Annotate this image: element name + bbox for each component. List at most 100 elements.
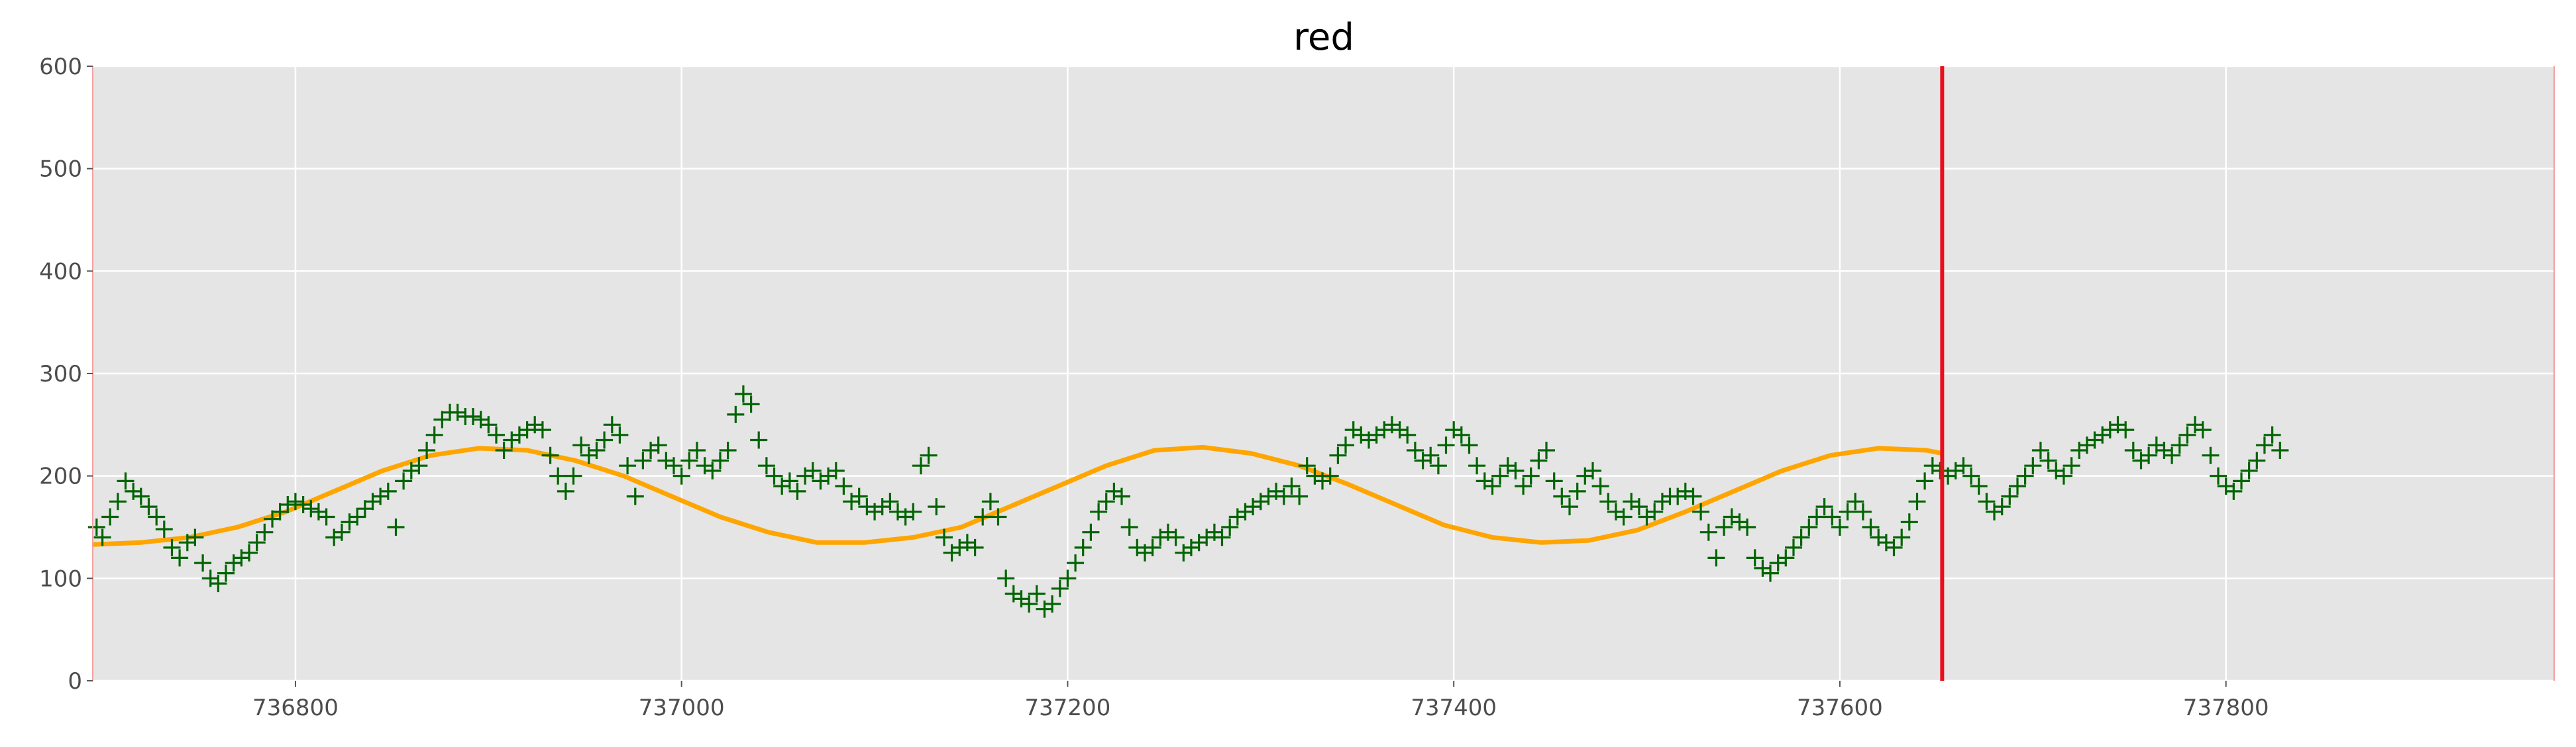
data-point: [1955, 457, 1972, 475]
data-point: [1399, 426, 1417, 444]
y-tick-label: 300: [39, 361, 82, 387]
data-point: [1090, 503, 1108, 521]
data-point: [1120, 519, 1138, 536]
data-point: [780, 472, 798, 490]
data-point: [1422, 446, 1440, 464]
data-point: [1800, 519, 1818, 536]
data-point: [712, 452, 729, 470]
data-point: [1468, 457, 1486, 475]
data-point: [734, 385, 752, 403]
data-point: [2163, 446, 2181, 464]
data-point: [1298, 457, 1316, 475]
data-point: [464, 408, 482, 425]
data-point: [2233, 472, 2250, 490]
data-point: [264, 510, 281, 528]
data-point: [2202, 446, 2220, 464]
data-point: [928, 498, 945, 516]
data-point: [1970, 477, 1988, 495]
data-point: [1283, 477, 1301, 495]
data-point: [302, 500, 320, 518]
data-point: [1584, 462, 1601, 479]
data-point: [279, 496, 297, 513]
data-point: [1785, 538, 1802, 556]
data-point: [109, 493, 127, 511]
data-point: [2009, 477, 2026, 495]
data-point: [2024, 457, 2042, 475]
data-point: [1746, 549, 1764, 567]
data-point: [495, 442, 513, 459]
data-point: [2016, 467, 2034, 485]
data-point: [727, 405, 745, 423]
data-point: [1275, 487, 1293, 505]
data-point: [936, 528, 953, 546]
data-point: [989, 508, 1007, 526]
data-point: [649, 436, 667, 454]
data-point: [1815, 498, 1833, 516]
data-point: [286, 493, 304, 511]
y-tick-label: 500: [39, 156, 82, 183]
data-point: [1854, 503, 1872, 521]
data-point: [1097, 493, 1115, 511]
data-point: [881, 493, 899, 511]
data-point: [418, 442, 436, 459]
data-point: [148, 508, 166, 526]
data-point: [356, 500, 374, 518]
y-tick-label: 600: [39, 54, 82, 80]
data-point: [1630, 498, 1648, 516]
data-point: [2117, 421, 2135, 439]
data-point: [1962, 467, 1980, 485]
data-point: [1491, 467, 1509, 485]
data-point: [981, 493, 999, 511]
data-points: [87, 385, 2289, 618]
data-point: [294, 496, 312, 513]
data-point: [1808, 508, 1825, 526]
data-point: [788, 482, 806, 500]
data-point: [1777, 549, 1795, 567]
data-point: [2240, 462, 2258, 479]
data-point: [634, 452, 652, 470]
data-point: [241, 544, 258, 562]
data-point: [742, 395, 760, 413]
x-tick-label: 737000: [639, 695, 725, 721]
data-point: [333, 523, 350, 541]
data-point: [1707, 549, 1725, 567]
data-point: [1452, 426, 1470, 444]
fit-line-segment: [92, 444, 1943, 547]
data-point: [2210, 467, 2227, 485]
data-point: [271, 503, 289, 521]
data-point: [1916, 472, 1934, 490]
data-point: [1515, 477, 1532, 495]
data-point: [1739, 519, 1756, 536]
data-point: [2178, 426, 2196, 444]
data-point: [1460, 436, 1478, 454]
data-point: [603, 416, 621, 434]
data-point: [1329, 446, 1347, 464]
data-point: [1684, 487, 1702, 505]
data-point: [1839, 503, 1856, 521]
data-point: [1082, 523, 1100, 541]
data-point: [1321, 467, 1339, 485]
data-point: [395, 472, 413, 490]
data-point: [626, 487, 644, 505]
data-point: [1893, 528, 1911, 546]
data-point: [757, 457, 775, 475]
data-point: [904, 503, 922, 521]
data-point: [1113, 487, 1130, 505]
data-point: [665, 457, 682, 475]
data-point: [317, 508, 335, 526]
data-point: [2001, 487, 2019, 505]
data-point: [1028, 585, 1046, 603]
data-point: [688, 442, 706, 459]
data-point: [596, 431, 614, 449]
data-point: [1429, 457, 1447, 475]
data-point: [1437, 436, 1455, 454]
data-point: [750, 431, 768, 449]
data-point: [1908, 493, 1926, 511]
data-point: [1692, 503, 1710, 521]
data-point: [2124, 442, 2142, 459]
data-point: [1847, 493, 1864, 511]
data-point: [101, 508, 119, 526]
data-point: [1862, 519, 1880, 536]
data-point: [171, 549, 189, 567]
